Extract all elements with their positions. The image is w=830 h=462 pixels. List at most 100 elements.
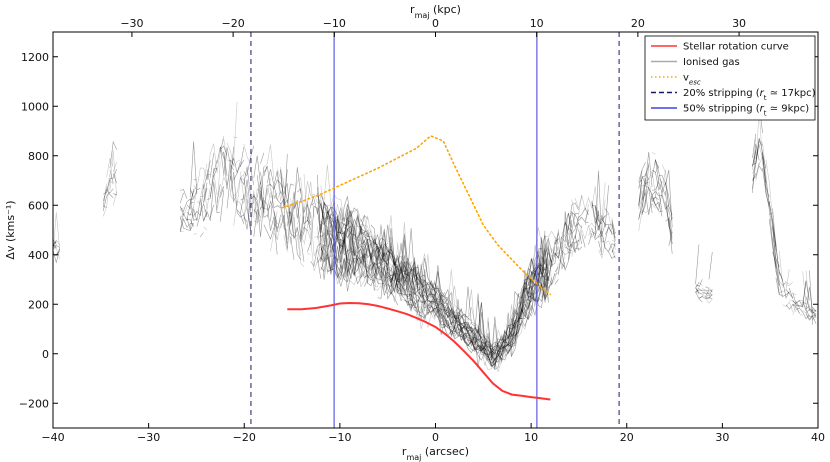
gas-trace [564, 212, 573, 246]
gas-trace [230, 172, 234, 195]
gas-trace [812, 314, 817, 321]
gas-trace [611, 242, 616, 253]
gas-trace [102, 179, 114, 217]
gas-trace [705, 289, 713, 292]
gas-trace [260, 152, 265, 164]
gas-trace [230, 157, 245, 174]
gas-trace [320, 185, 546, 350]
gas-trace [287, 210, 305, 250]
gas-trace [240, 198, 244, 201]
gas-trace [230, 165, 234, 203]
gas-trace [504, 239, 559, 341]
gas-trace [554, 242, 569, 276]
gas-trace [293, 176, 321, 214]
gas-trace [805, 313, 817, 324]
gas-trace [705, 297, 713, 304]
gas-trace [253, 196, 265, 223]
gas-trace [297, 188, 315, 225]
gas-trace [792, 300, 803, 316]
gas-trace [665, 218, 673, 254]
gas-trace [758, 141, 763, 146]
gas-trace [594, 225, 603, 236]
gas-trace [758, 165, 763, 172]
gas-trace [273, 210, 278, 229]
gas-trace [270, 154, 288, 223]
gas-trace [293, 167, 301, 210]
top-tick-label: 10 [530, 17, 544, 30]
gas-trace [327, 194, 569, 348]
gas-trace [571, 241, 576, 257]
gas-trace [430, 243, 549, 367]
gas-trace [320, 200, 355, 239]
gas-trace [785, 281, 793, 287]
gas-trace [571, 199, 576, 217]
gas-trace [317, 234, 322, 240]
gas-trace [705, 293, 713, 299]
gas-trace [223, 151, 228, 176]
gas-trace [270, 187, 281, 209]
gas-trace [524, 246, 556, 285]
axis-ticks: −40 −30 −20 −10 0 10 20 30 40−200020040060080010… [19, 17, 825, 444]
gas-trace [427, 297, 445, 325]
gas-trace [698, 288, 703, 292]
gas-trace [772, 225, 777, 248]
gas-trace [310, 261, 315, 267]
gas-trace [789, 287, 793, 299]
gas-trace [260, 172, 265, 196]
gas-trace [364, 279, 368, 287]
gas-trace [574, 221, 579, 239]
gas-trace [594, 207, 606, 231]
gas-trace [779, 269, 790, 293]
gas-trace [708, 294, 713, 297]
gas-trace [611, 217, 616, 250]
x-tick-label: −40 [41, 431, 64, 444]
gas-trace [792, 305, 797, 315]
gas-trace [755, 156, 763, 181]
gas-trace [769, 212, 773, 215]
gas-trace [273, 210, 278, 224]
gas-trace [494, 239, 549, 347]
gas-trace [467, 330, 516, 358]
gas-trace [604, 208, 609, 214]
gas-trace [581, 234, 586, 248]
gas-trace [233, 161, 241, 180]
gas-trace [752, 149, 757, 167]
gas-trace [53, 245, 60, 248]
gas-trace [314, 236, 318, 238]
gas-trace [702, 292, 709, 294]
x-tick-label: −30 [137, 431, 160, 444]
gas-trace [300, 237, 305, 262]
gas-trace [317, 192, 475, 335]
gas-trace [608, 245, 613, 252]
x-tick-label: 40 [811, 431, 825, 444]
gas-trace [668, 231, 673, 246]
gas-trace [645, 203, 656, 214]
gas-trace [203, 212, 208, 221]
gas-trace [487, 263, 549, 366]
gas-trace [273, 218, 281, 230]
gas-trace [196, 202, 208, 227]
gas-trace [179, 216, 194, 231]
gas-trace [360, 219, 519, 355]
gas-trace [404, 266, 422, 309]
gas-trace [588, 222, 596, 229]
gas-trace [638, 179, 643, 183]
gas-trace [253, 188, 285, 218]
gas-trace [253, 209, 258, 215]
gas-trace [317, 174, 331, 261]
gas-trace [189, 199, 198, 221]
gas-trace [598, 242, 606, 259]
gas-trace [762, 152, 770, 207]
gas-trace [762, 151, 770, 204]
gas-trace [280, 214, 288, 240]
top-tick-label: 0 [432, 17, 439, 30]
gas-trace [243, 216, 248, 223]
gas-trace [591, 227, 616, 259]
gas-trace [384, 276, 418, 309]
gas-trace [564, 246, 569, 250]
series-lines [281, 134, 552, 401]
gas-trace [320, 228, 419, 302]
gas-trace [772, 251, 783, 297]
gas-trace [179, 206, 184, 212]
